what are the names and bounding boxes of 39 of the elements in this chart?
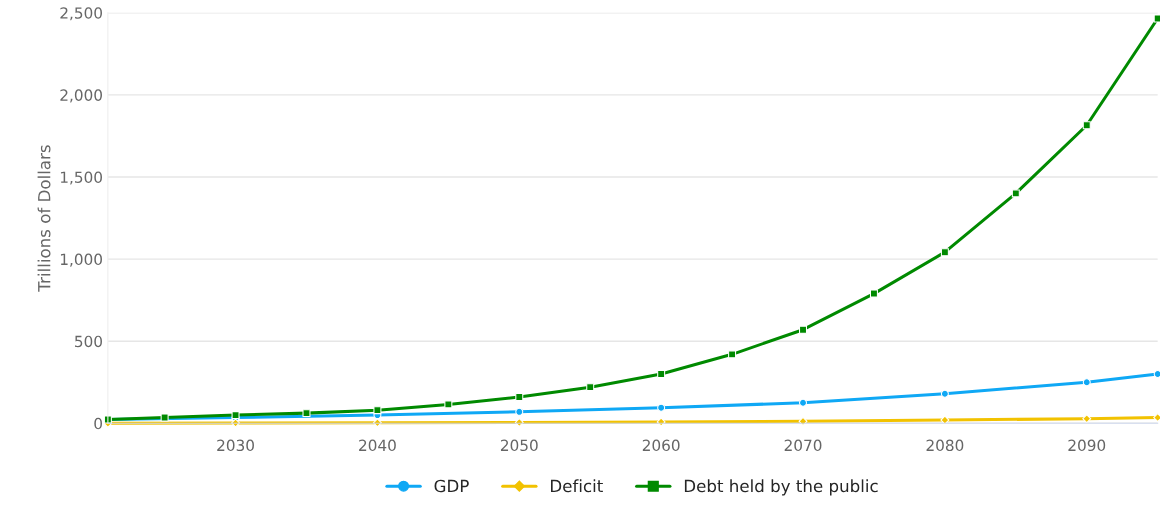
x-tick-label: 2060 bbox=[642, 439, 680, 452]
legend-label: Deficit bbox=[551, 479, 603, 493]
legend-label: Debt held by the public bbox=[684, 479, 878, 496]
point bbox=[799, 398, 808, 407]
point bbox=[231, 418, 241, 428]
point bbox=[657, 370, 666, 379]
point bbox=[302, 409, 311, 418]
point bbox=[160, 413, 169, 422]
point bbox=[869, 289, 878, 298]
point bbox=[940, 389, 949, 398]
point bbox=[444, 400, 453, 409]
point bbox=[586, 383, 595, 392]
x-tick-label: 2070 bbox=[784, 439, 822, 452]
point bbox=[373, 406, 382, 415]
y-tick-label: 2,500 bbox=[60, 7, 102, 21]
point bbox=[940, 248, 949, 257]
x-tick-label: 2030 bbox=[217, 439, 254, 452]
x-tick-label: 2040 bbox=[359, 439, 396, 452]
point bbox=[657, 403, 666, 412]
point bbox=[515, 407, 524, 416]
point bbox=[515, 393, 524, 402]
y-tick-label: 2,000 bbox=[60, 89, 102, 103]
x-tick-label: 2090 bbox=[1068, 439, 1106, 452]
point bbox=[1082, 378, 1091, 387]
point bbox=[1011, 189, 1020, 198]
point bbox=[1082, 414, 1092, 424]
y-tick-label: 500 bbox=[75, 335, 102, 348]
point bbox=[1082, 121, 1091, 130]
point bbox=[728, 350, 737, 359]
y-axis-title: Trillions of Dollars bbox=[37, 145, 51, 292]
legend-label: GDP bbox=[434, 479, 469, 493]
point bbox=[1153, 370, 1160, 379]
point bbox=[798, 416, 808, 426]
y-tick-label: 1,000 bbox=[60, 253, 102, 267]
point bbox=[799, 325, 808, 334]
y-tick-label: 1,500 bbox=[60, 171, 102, 185]
y-tick-label: 0 bbox=[94, 417, 102, 430]
x-tick-label: 2080 bbox=[926, 439, 964, 452]
x-tick-label: 2050 bbox=[500, 439, 538, 452]
